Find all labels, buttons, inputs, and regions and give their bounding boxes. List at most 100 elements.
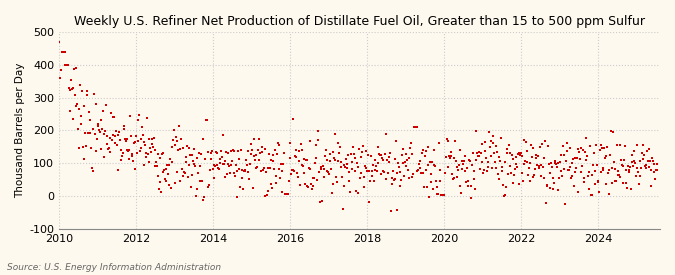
Point xyxy=(373,161,383,165)
Point xyxy=(74,146,84,150)
Point xyxy=(56,50,67,54)
Point xyxy=(454,163,464,167)
Point xyxy=(471,158,482,162)
Point xyxy=(526,143,537,147)
Point xyxy=(234,156,245,161)
Point xyxy=(364,169,375,173)
Point xyxy=(598,166,609,170)
Point xyxy=(401,152,412,156)
Point xyxy=(77,89,88,93)
Point xyxy=(269,148,280,153)
Point xyxy=(258,167,269,172)
Point xyxy=(535,145,545,150)
Point xyxy=(650,177,661,181)
Point xyxy=(261,193,272,197)
Point xyxy=(534,164,545,169)
Point xyxy=(549,181,560,185)
Point xyxy=(140,150,151,155)
Point xyxy=(292,175,303,179)
Point xyxy=(338,184,349,188)
Point xyxy=(383,171,394,176)
Point xyxy=(532,162,543,167)
Point xyxy=(364,179,375,183)
Point xyxy=(315,200,325,205)
Point xyxy=(543,144,554,148)
Point xyxy=(81,93,92,97)
Point xyxy=(64,87,75,92)
Point xyxy=(286,172,296,177)
Point xyxy=(572,155,583,160)
Point xyxy=(409,125,420,129)
Point xyxy=(174,179,185,183)
Point xyxy=(541,200,551,205)
Point xyxy=(282,192,293,196)
Point xyxy=(356,171,367,175)
Point xyxy=(603,171,614,175)
Point xyxy=(105,111,116,115)
Point xyxy=(121,137,132,142)
Point xyxy=(54,39,65,44)
Point xyxy=(328,182,339,186)
Point xyxy=(236,176,247,180)
Point xyxy=(146,136,157,141)
Point xyxy=(330,158,341,162)
Point xyxy=(170,142,181,147)
Point xyxy=(477,160,487,164)
Point xyxy=(180,155,191,159)
Point xyxy=(462,166,472,170)
Point xyxy=(293,149,304,153)
Point xyxy=(333,158,344,163)
Point xyxy=(107,133,118,138)
Point xyxy=(161,167,172,171)
Point xyxy=(512,152,523,156)
Point xyxy=(186,185,196,189)
Point xyxy=(624,167,634,172)
Point xyxy=(479,167,489,172)
Point xyxy=(587,193,598,197)
Point xyxy=(443,154,454,158)
Point xyxy=(572,147,583,151)
Point xyxy=(346,152,356,157)
Point xyxy=(349,168,360,173)
Point xyxy=(485,139,496,144)
Point xyxy=(363,200,374,204)
Point xyxy=(197,197,208,202)
Point xyxy=(396,178,406,182)
Point xyxy=(506,170,516,175)
Point xyxy=(423,163,433,167)
Point xyxy=(582,154,593,158)
Point xyxy=(166,160,177,164)
Text: Source: U.S. Energy Information Administration: Source: U.S. Energy Information Administ… xyxy=(7,263,221,272)
Point xyxy=(627,160,638,165)
Point xyxy=(649,170,660,174)
Point xyxy=(307,176,318,181)
Point xyxy=(160,179,171,183)
Point xyxy=(281,192,292,196)
Point xyxy=(394,165,404,170)
Point xyxy=(198,136,209,141)
Point xyxy=(521,160,532,164)
Point xyxy=(431,179,441,184)
Point xyxy=(188,161,199,166)
Point xyxy=(285,155,296,160)
Point xyxy=(323,172,334,176)
Point xyxy=(621,181,632,185)
Y-axis label: Thousand Barrels per Day: Thousand Barrels per Day xyxy=(15,63,25,198)
Point xyxy=(430,164,441,168)
Point xyxy=(58,50,69,54)
Point xyxy=(183,163,194,167)
Point xyxy=(117,150,128,155)
Point xyxy=(528,175,539,179)
Point xyxy=(114,130,125,134)
Point xyxy=(102,142,113,146)
Point xyxy=(614,143,625,147)
Point xyxy=(286,168,297,172)
Point xyxy=(509,172,520,177)
Point xyxy=(519,162,530,166)
Point xyxy=(201,118,212,123)
Point xyxy=(516,151,526,155)
Point xyxy=(243,170,254,174)
Point xyxy=(637,157,648,161)
Point xyxy=(215,161,225,165)
Point xyxy=(618,180,629,185)
